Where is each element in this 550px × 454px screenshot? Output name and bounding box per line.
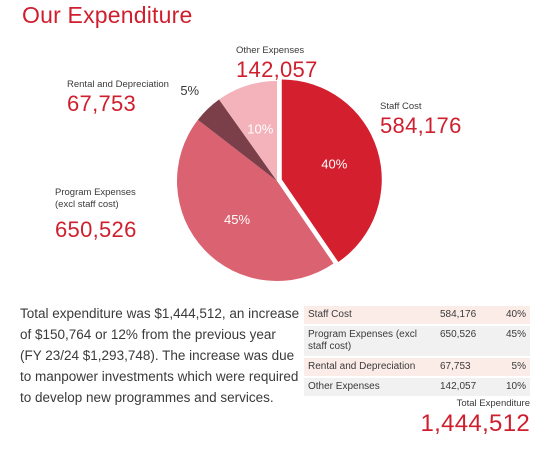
table-cell-label: Other Expenses [304,376,436,396]
expenditure-summary-text: Total expenditure was $1,444,512, an inc… [20,306,300,405]
pie-slice-pct-label-2: 5% [180,83,199,98]
expenditure-pie-chart: 40% 45% 5% 10% [177,79,382,281]
callout-staff-label: Staff Cost [380,101,422,112]
table-cell-pct: 5% [496,356,530,377]
pie-slice-pct-label-0: 40% [321,156,347,171]
table-row: Program Expenses (excl staff cost) 650,5… [304,324,530,357]
expenditure-table: Staff Cost 584,176 40% Program Expenses … [304,306,530,396]
callout-rental-value: 67,753 [67,91,137,116]
pie-slice-0 [281,79,382,263]
table-cell-pct: 45% [496,324,530,357]
total-value: 1,444,512 [420,410,530,437]
total-label: Total Expenditure [456,398,530,409]
pie-slice-1 [177,119,334,281]
table-cell-pct: 10% [496,376,530,396]
table-row: Other Expenses 142,057 10% [304,376,530,396]
callout-other-value: 142,057 [236,57,318,82]
table-cell-value: 142,057 [436,376,496,396]
pie-slice-3 [219,81,277,181]
callout-program-expenses: Program Expenses (excl staff cost) 650,5… [55,187,137,243]
pie-slice-pct-label-3: 10% [247,122,273,137]
callout-other-expenses: Other Expenses 142,057 [236,45,318,83]
table-cell-label: Rental and Depreciation [304,356,436,377]
table-cell-label: Staff Cost [304,306,436,325]
total-expenditure: Total Expenditure 1,444,512 [421,398,530,438]
table-row: Rental and Depreciation 67,753 5% [304,356,530,377]
table-row: Staff Cost 584,176 40% [304,306,530,325]
table-cell-label: Program Expenses (excl staff cost) [304,324,436,357]
pie-slice-2 [197,99,277,181]
pie-slice-pct-label-1: 45% [224,212,250,227]
callout-staff-value: 584,176 [380,113,462,138]
table-cell-value: 67,753 [436,356,496,377]
callout-program-label-line2: (excl staff cost) [55,199,119,210]
callout-staff-cost: Staff Cost 584,176 [380,101,462,139]
table-cell-value: 584,176 [436,306,496,325]
callout-other-label: Other Expenses [236,45,305,56]
callout-program-label-line1: Program Expenses [55,187,136,198]
table-cell-pct: 40% [496,306,530,325]
callout-rental-label: Rental and Depreciation [67,79,169,90]
callout-program-value: 650,526 [55,217,137,242]
table-cell-value: 650,526 [436,324,496,357]
callout-rental-depreciation: Rental and Depreciation 67,753 [67,79,169,117]
page-title: Our Expenditure [22,2,193,28]
